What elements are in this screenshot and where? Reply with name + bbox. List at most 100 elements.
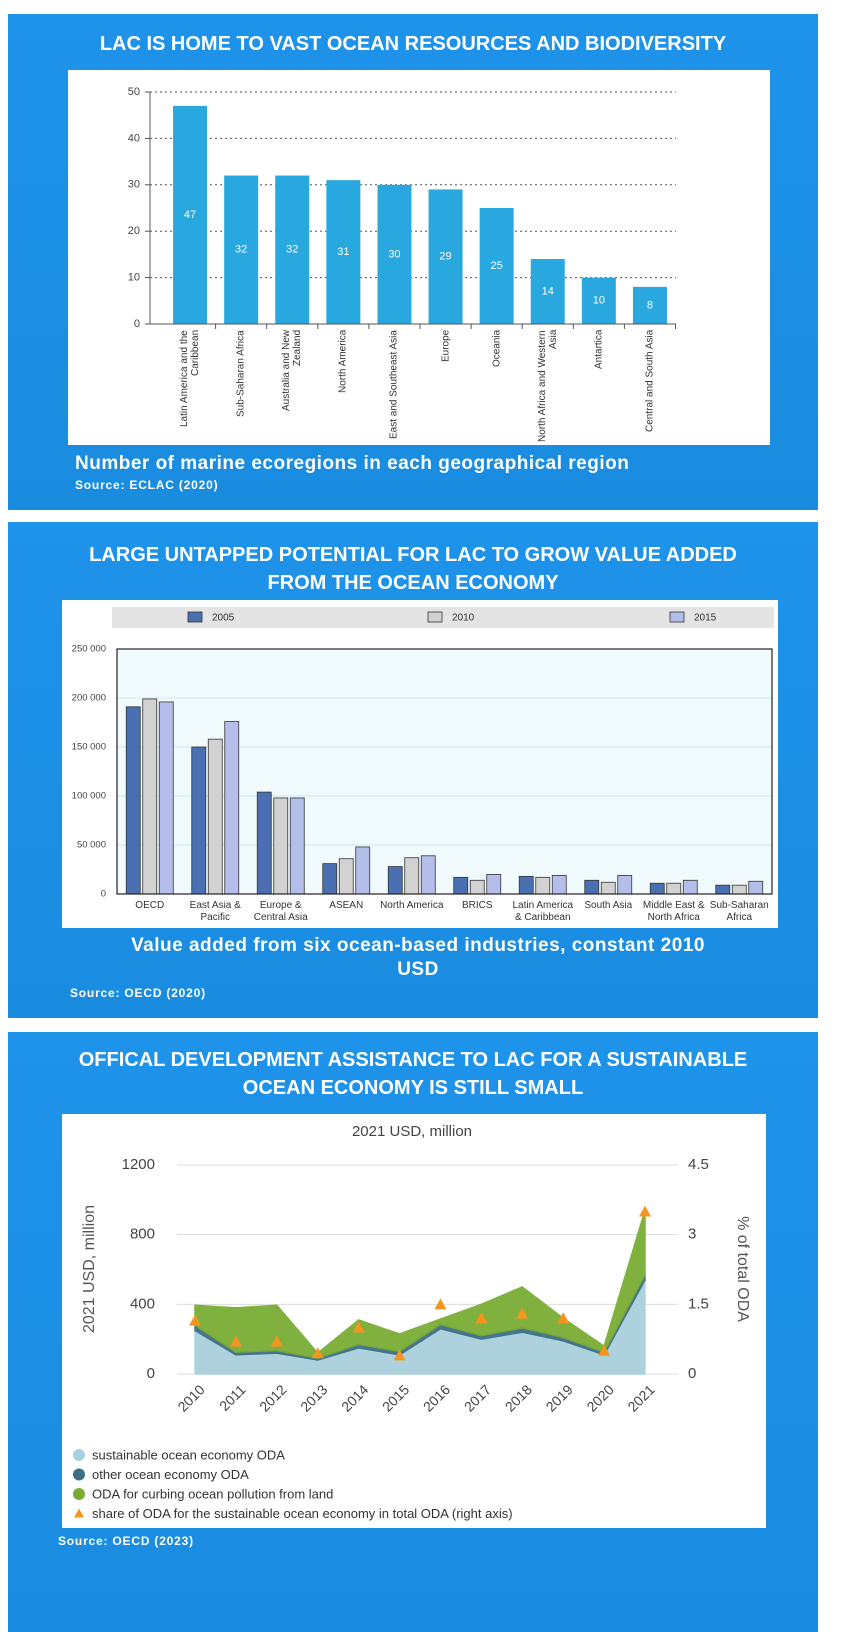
bar xyxy=(142,698,158,895)
chart: 0 50 000 100 000 150 000 200 000 250 000 2005 2… xyxy=(72,607,774,900)
x-tick-label: Middle East & North Africa xyxy=(642,900,705,923)
bar xyxy=(666,882,682,895)
panel: LAC IS HOME TO VAST OCEAN RESOURCES AND … xyxy=(8,14,818,510)
x-tick-label: Latin America and the Caribbean xyxy=(179,330,202,427)
bar xyxy=(748,880,764,895)
marker xyxy=(311,1347,324,1359)
marker xyxy=(434,1298,447,1310)
plot-frame xyxy=(116,648,773,895)
bar xyxy=(224,721,240,895)
x-tick-label: Oceania xyxy=(491,330,503,368)
x-tick-label: Latin America & Caribbean xyxy=(512,900,574,923)
x-tick-label: Sub-Saharan Africa xyxy=(235,330,247,417)
x-tick-label: North America xyxy=(380,900,444,911)
panel-title: LAC IS HOME TO VAST OCEAN RESOURCES AND … xyxy=(99,33,727,55)
value-label: 31 xyxy=(337,246,349,258)
y-tick-label: 250 000 xyxy=(72,644,106,655)
bar xyxy=(173,105,208,324)
panel-title: OFFICAL DEVELOPMENT ASSISTANCE TO LAC FO… xyxy=(78,1049,748,1099)
bar xyxy=(535,876,551,895)
bar xyxy=(387,866,403,895)
y-tick-label: 100 000 xyxy=(72,791,106,802)
marker xyxy=(557,1312,570,1324)
bar xyxy=(649,882,665,895)
marker xyxy=(516,1307,529,1319)
bar xyxy=(469,879,485,895)
value-label: 47 xyxy=(184,209,196,221)
bar xyxy=(404,857,420,895)
x-tick-label: ASEAN xyxy=(329,900,364,911)
bar xyxy=(551,874,567,895)
bar xyxy=(584,879,600,895)
bar xyxy=(289,797,305,895)
y-tick-label: 10 xyxy=(128,272,140,284)
marker xyxy=(393,1349,406,1361)
legend-swatch xyxy=(427,611,443,623)
bar xyxy=(682,879,698,895)
panel-title: LARGE UNTAPPED POTENTIAL FOR LAC TO GROW… xyxy=(89,544,737,594)
x-tick-label: Sub-Saharan Africa xyxy=(709,900,769,923)
x-tick-label: Central and South Asia xyxy=(644,330,656,433)
y-tick-label: 30 xyxy=(128,179,140,191)
bar xyxy=(731,884,747,895)
x-tick-label: 2017 xyxy=(461,1381,494,1414)
chart: 0 10 20 30 40 50 47 32 32 31 30 29 25 14 10 8 xyxy=(128,86,676,330)
legend-swatch xyxy=(669,611,685,623)
y-tick-label: 0 xyxy=(147,1365,155,1382)
x-tick-label: Europe xyxy=(440,330,452,363)
bar xyxy=(486,873,502,895)
legend-label: sustainable ocean economy ODA xyxy=(92,1447,285,1462)
y-tick-label: 0 xyxy=(134,318,140,330)
bar xyxy=(518,875,534,895)
marker xyxy=(639,1205,651,1217)
x-tick-label: 2020 xyxy=(583,1381,616,1414)
chart-caption: Value added from six ocean-based industr… xyxy=(131,935,705,980)
x-tick-label: 2013 xyxy=(297,1381,330,1414)
bar xyxy=(420,855,436,895)
x-tick-label: 2010 xyxy=(174,1381,207,1414)
y2-axis-label: % of total ODA xyxy=(734,1216,751,1322)
y-tick-label: 1200 xyxy=(122,1156,155,1173)
y-axis-label: 2021 USD, million xyxy=(81,1205,98,1333)
bar xyxy=(600,881,616,895)
bar xyxy=(125,706,141,895)
bar xyxy=(355,846,371,895)
value-label: 29 xyxy=(439,251,451,263)
legend-label: ODA for curbing ocean pollution from lan… xyxy=(92,1486,333,1501)
y2-tick-label: 0 xyxy=(688,1365,696,1382)
chart-box: 0 50 000 100 000 150 000 200 000 250 000 2005 2… xyxy=(62,600,778,928)
area xyxy=(194,1209,646,1360)
bar xyxy=(377,184,412,324)
bar xyxy=(273,797,289,895)
legend-label: share of ODA for the sustainable ocean e… xyxy=(92,1506,513,1521)
x-tick-label: OECD xyxy=(135,900,165,911)
x-tick-label: 2011 xyxy=(216,1381,249,1414)
marker xyxy=(352,1321,365,1333)
y-tick-label: 20 xyxy=(128,225,140,237)
x-tick-label: 2016 xyxy=(420,1381,453,1414)
bar xyxy=(581,277,616,324)
value-label: 14 xyxy=(542,285,554,297)
bar xyxy=(326,180,361,324)
x-tick-label: 2012 xyxy=(256,1381,289,1414)
chart-source: Source: ECLAC (2020) xyxy=(75,478,219,492)
y-tick-label: 400 xyxy=(130,1295,155,1312)
y-tick-label: 150 000 xyxy=(72,742,106,753)
bar xyxy=(617,874,633,895)
bar xyxy=(207,738,223,895)
value-label: 32 xyxy=(286,244,298,256)
x-tick-label: 2014 xyxy=(338,1381,371,1414)
legend-swatch xyxy=(187,611,203,623)
chart-caption: Number of marine ecoregions in each geog… xyxy=(75,453,630,474)
x-tick-label: East and Southeast Asia xyxy=(388,330,400,439)
x-tick-label: Australia and New Zealand xyxy=(281,330,304,412)
chart-source: Source: OECD (2023) xyxy=(58,1534,194,1548)
value-label: 8 xyxy=(647,299,653,311)
y-tick-label: 50 000 xyxy=(77,840,106,851)
x-tick-label: BRICS xyxy=(461,900,493,911)
value-label: 32 xyxy=(235,244,247,256)
x-tick-label: 2018 xyxy=(502,1381,535,1414)
legend-marker xyxy=(73,1449,85,1461)
y2-tick-label: 4.5 xyxy=(688,1156,709,1173)
